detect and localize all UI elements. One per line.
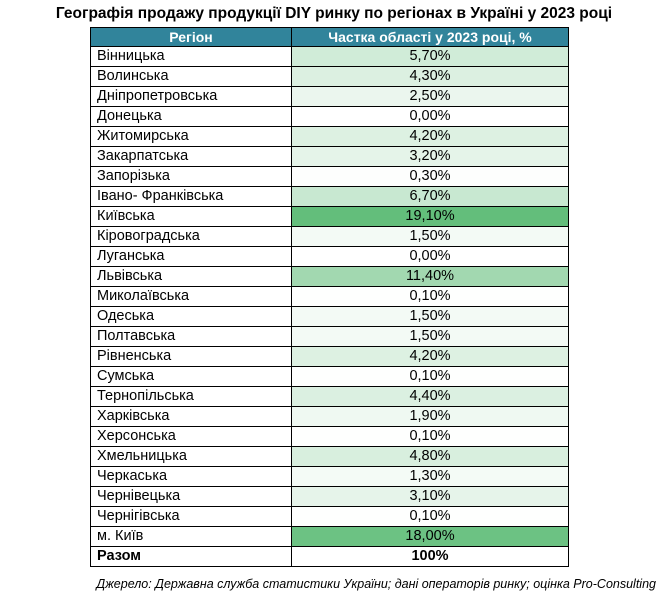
region-name-cell: Київська: [90, 206, 292, 227]
data-table-container: Регіон Частка області у 2023 році, % Він…: [90, 27, 569, 567]
table-row: м. Київ 18,00%: [90, 526, 569, 547]
region-name-cell: Чернігівська: [90, 506, 292, 527]
region-share-cell: 11,40%: [291, 266, 569, 287]
table-row: Закарпатська 3,20%: [90, 146, 569, 167]
region-name-cell: Закарпатська: [90, 146, 292, 167]
region-name-cell: Вінницька: [90, 46, 292, 67]
region-name-cell: Миколаївська: [90, 286, 292, 307]
region-name-cell: Чернівецька: [90, 486, 292, 507]
table-row: Вінницька 5,70%: [90, 46, 569, 67]
region-share-cell: 1,50%: [291, 226, 569, 247]
region-share-cell: 4,30%: [291, 66, 569, 87]
table-row: Луганська 0,00%: [90, 246, 569, 267]
table-header-row: Регіон Частка області у 2023 році, %: [90, 27, 569, 47]
region-name-cell: Рівненська: [90, 346, 292, 367]
table-row: Миколаївська 0,10%: [90, 286, 569, 307]
table-row: Хмельницька 4,80%: [90, 446, 569, 467]
region-name-cell: м. Київ: [90, 526, 292, 547]
region-name-cell: Львівська: [90, 266, 292, 287]
region-share-cell: 0,00%: [291, 106, 569, 127]
region-name-cell: Хмельницька: [90, 446, 292, 467]
region-name-cell: Сумська: [90, 366, 292, 387]
table-row: Рівненська 4,20%: [90, 346, 569, 367]
table-row: Донецька 0,00%: [90, 106, 569, 127]
total-label: Разом: [90, 546, 292, 567]
region-share-cell: 18,00%: [291, 526, 569, 547]
region-name-cell: Донецька: [90, 106, 292, 127]
region-name-cell: Тернопільська: [90, 386, 292, 407]
region-name-cell: Херсонська: [90, 426, 292, 447]
region-share-cell: 4,20%: [291, 346, 569, 367]
region-share-cell: 4,80%: [291, 446, 569, 467]
region-share-cell: 0,10%: [291, 286, 569, 307]
region-share-cell: 5,70%: [291, 46, 569, 67]
region-share-cell: 4,40%: [291, 386, 569, 407]
region-share-cell: 4,20%: [291, 126, 569, 147]
table-row: Сумська 0,10%: [90, 366, 569, 387]
table-row: Запорізька 0,30%: [90, 166, 569, 187]
region-share-cell: 0,00%: [291, 246, 569, 267]
total-value: 100%: [291, 546, 569, 567]
region-name-cell: Житомирська: [90, 126, 292, 147]
table-title: Географія продажу продукції DIY ринку по…: [55, 5, 613, 22]
table-row: Полтавська 1,50%: [90, 326, 569, 347]
region-share-cell: 1,30%: [291, 466, 569, 487]
table-total-row: Разом 100%: [90, 546, 569, 567]
table-row: Чернігівська 0,10%: [90, 506, 569, 527]
table-row: Чернівецька 3,10%: [90, 486, 569, 507]
region-name-cell: Полтавська: [90, 326, 292, 347]
table-row: Одеська 1,50%: [90, 306, 569, 327]
header-share: Частка області у 2023 році, %: [291, 27, 569, 47]
table-row: Івано- Франківська 6,70%: [90, 186, 569, 207]
header-region: Регіон: [90, 27, 292, 47]
table-row: Харківська 1,90%: [90, 406, 569, 427]
table-row: Київська 19,10%: [90, 206, 569, 227]
region-name-cell: Запорізька: [90, 166, 292, 187]
region-share-cell: 3,20%: [291, 146, 569, 167]
region-name-cell: Волинська: [90, 66, 292, 87]
region-name-cell: Черкаська: [90, 466, 292, 487]
region-share-cell: 19,10%: [291, 206, 569, 227]
region-share-cell: 3,10%: [291, 486, 569, 507]
table-row: Черкаська 1,30%: [90, 466, 569, 487]
region-name-cell: Одеська: [90, 306, 292, 327]
table-row: Кіровоградська 1,50%: [90, 226, 569, 247]
table-row: Херсонська 0,10%: [90, 426, 569, 447]
region-share-cell: 1,90%: [291, 406, 569, 427]
region-name-cell: Кіровоградська: [90, 226, 292, 247]
region-name-cell: Дніпропетровська: [90, 86, 292, 107]
table-row: Волинська 4,30%: [90, 66, 569, 87]
source-note: Джерело: Державна служба статистики Укра…: [96, 577, 656, 591]
table-row: Тернопільська 4,40%: [90, 386, 569, 407]
table-row: Дніпропетровська 2,50%: [90, 86, 569, 107]
region-share-cell: 0,10%: [291, 506, 569, 527]
region-name-cell: Луганська: [90, 246, 292, 267]
region-name-cell: Івано- Франківська: [90, 186, 292, 207]
table-body: Вінницька 5,70% Волинська 4,30% Дніпропетров…: [90, 46, 569, 547]
region-name-cell: Харківська: [90, 406, 292, 427]
region-share-cell: 0,30%: [291, 166, 569, 187]
region-share-table: Регіон Частка області у 2023 році, % Він…: [90, 27, 569, 567]
table-row: Львівська 11,40%: [90, 266, 569, 287]
region-share-cell: 1,50%: [291, 326, 569, 347]
region-share-cell: 0,10%: [291, 426, 569, 447]
region-share-cell: 0,10%: [291, 366, 569, 387]
table-row: Житомирська 4,20%: [90, 126, 569, 147]
region-share-cell: 6,70%: [291, 186, 569, 207]
region-share-cell: 1,50%: [291, 306, 569, 327]
region-share-cell: 2,50%: [291, 86, 569, 107]
